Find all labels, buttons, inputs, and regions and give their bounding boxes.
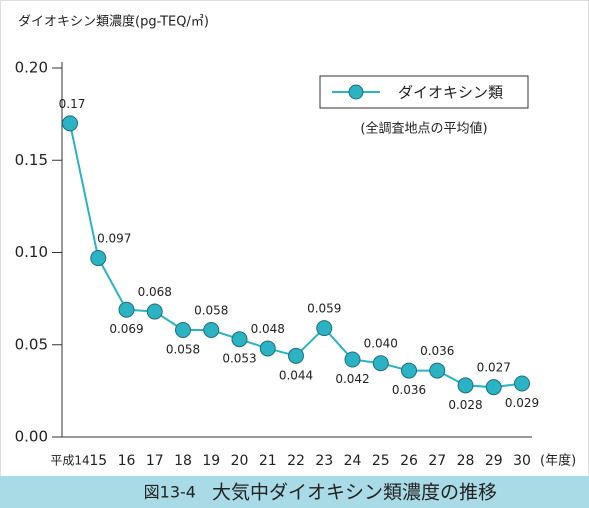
data-point (90, 250, 107, 267)
data-point (485, 379, 502, 396)
x-tick-label: 23 (315, 453, 333, 469)
x-tick-label: 19 (202, 453, 220, 469)
data-point (175, 321, 191, 338)
y-tick-label: 0.15 (15, 151, 48, 169)
caption-bar (0, 476, 589, 508)
data-label: 0.042 (335, 372, 369, 386)
data-label: 0.048 (251, 322, 285, 336)
data-label: 0.044 (279, 368, 313, 382)
data-point (429, 362, 446, 379)
data-point (401, 362, 417, 379)
legend-marker (348, 84, 364, 100)
data-point (259, 340, 276, 357)
data-point (344, 351, 361, 368)
x-tick-label: 16 (118, 453, 136, 469)
data-point (118, 301, 135, 318)
y-tick-label: 0.00 (15, 428, 48, 446)
x-tick-label: 27 (428, 453, 446, 469)
data-label: 0.069 (109, 322, 143, 336)
x-tick-label: 18 (174, 453, 192, 469)
data-point (146, 303, 163, 320)
y-tick-label: 0.10 (15, 243, 48, 261)
legend-note: (全調査地点の平均値) (360, 121, 487, 137)
data-label: 0.059 (307, 302, 341, 316)
y-axis-label: ダイオキシン類濃度(pg-TEQ/㎥) (18, 14, 209, 30)
x-tick-label: 17 (146, 453, 164, 469)
chart-title: 大気中ダイオキシン類濃度の推移 (212, 482, 497, 504)
y-tick-label: 0.20 (15, 59, 48, 77)
x-tick-label: 25 (372, 453, 390, 469)
data-label: 0.17 (59, 97, 86, 111)
data-point (231, 331, 248, 348)
data-point (288, 347, 304, 364)
data-label: 0.058 (166, 342, 200, 356)
x-tick-label: 24 (344, 453, 362, 469)
data-point (316, 320, 333, 337)
x-tick-label: 15 (89, 453, 107, 469)
data-label: 0.053 (222, 352, 256, 366)
y-tick-label: 0.05 (15, 335, 48, 353)
x-tick-label: 29 (485, 453, 503, 469)
data-point (514, 375, 530, 392)
legend-label: ダイオキシン類 (398, 84, 503, 102)
x-tick-label: 30 (513, 453, 531, 469)
data-label: 0.028 (448, 398, 482, 412)
x-tick-label: 21 (259, 453, 277, 469)
x-tick-label: 20 (231, 453, 249, 469)
figure-label: 図13-4 (144, 483, 196, 502)
x-tick-label: 28 (457, 453, 475, 469)
data-label: 0.036 (420, 344, 454, 358)
data-label: 0.027 (477, 361, 511, 375)
data-label: 0.036 (392, 383, 426, 397)
data-label: 0.029 (505, 396, 539, 410)
data-point (203, 321, 220, 338)
data-point (457, 377, 474, 394)
x-tick-label: 22 (287, 453, 305, 469)
x-tick-label: 平成14 (50, 454, 89, 468)
data-label: 0.040 (364, 337, 398, 351)
data-label: 0.068 (138, 285, 172, 299)
data-label: 0.097 (97, 232, 131, 246)
data-point (62, 115, 78, 132)
x-axis-unit: (年度) (540, 453, 576, 469)
data-point (372, 355, 389, 372)
data-label: 0.058 (194, 303, 228, 317)
x-tick-label: 26 (400, 453, 418, 469)
